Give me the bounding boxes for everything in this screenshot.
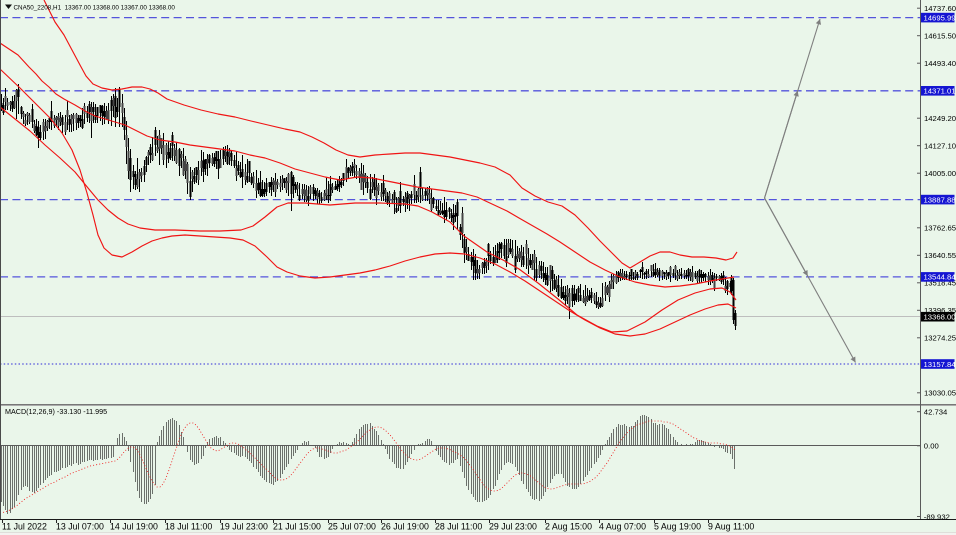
svg-text:0.00: 0.00 [924,442,939,451]
svg-text:2 Aug 15:00: 2 Aug 15:00 [545,522,592,532]
svg-text:11 Jul 2022: 11 Jul 2022 [2,522,47,532]
svg-text:14005.00: 14005.00 [924,169,956,178]
svg-text:14615.50: 14615.50 [924,32,956,41]
svg-text:14695.99: 14695.99 [924,13,956,22]
svg-text:42.734: 42.734 [924,408,948,417]
svg-text:13274.25: 13274.25 [924,334,956,343]
svg-text:14127.10: 14127.10 [924,142,956,151]
svg-text:14737.60: 14737.60 [924,4,956,13]
svg-text:4 Aug 07:00: 4 Aug 07:00 [599,522,646,532]
svg-text:13544.84: 13544.84 [924,273,956,282]
svg-text:26 Jul 19:00: 26 Jul 19:00 [381,522,429,532]
svg-text:14493.40: 14493.40 [924,59,956,68]
svg-text:21 Jul 15:00: 21 Jul 15:00 [273,522,321,532]
svg-text:13887.88: 13887.88 [924,195,956,204]
svg-text:MACD(12,26,9) -33.130 -11.995: MACD(12,26,9) -33.130 -11.995 [5,407,107,416]
svg-text:28 Jul 11:00: 28 Jul 11:00 [435,522,482,532]
svg-text:13396.35: 13396.35 [924,306,956,315]
svg-text:-89.932: -89.932 [924,512,950,521]
svg-text:14249.20: 14249.20 [924,114,956,123]
svg-text:13368.00: 13368.00 [924,313,956,322]
svg-text:13762.65: 13762.65 [924,224,956,233]
svg-text:13157.84: 13157.84 [924,360,956,369]
svg-text:13640.55: 13640.55 [924,251,956,260]
svg-text:5 Aug 19:00: 5 Aug 19:00 [654,522,701,532]
svg-text:9 Aug 11:00: 9 Aug 11:00 [708,522,754,532]
svg-text:14 Jul 19:00: 14 Jul 19:00 [110,522,158,532]
svg-text:13518.45: 13518.45 [924,279,956,288]
svg-text:19 Jul 23:00: 19 Jul 23:00 [220,522,268,532]
svg-text:25 Jul 07:00: 25 Jul 07:00 [328,522,376,532]
svg-text:14371.01: 14371.01 [924,87,956,96]
svg-text:18 Jul 11:00: 18 Jul 11:00 [165,522,212,532]
svg-text:13030.05: 13030.05 [924,389,956,398]
svg-text:CNA50_2208,H1 13367.00 13368.: CNA50_2208,H1 13367.00 13368.00 13367.00… [14,5,176,12]
svg-text:29 Jul 23:00: 29 Jul 23:00 [489,522,537,532]
svg-text:13 Jul 07:00: 13 Jul 07:00 [56,522,104,532]
